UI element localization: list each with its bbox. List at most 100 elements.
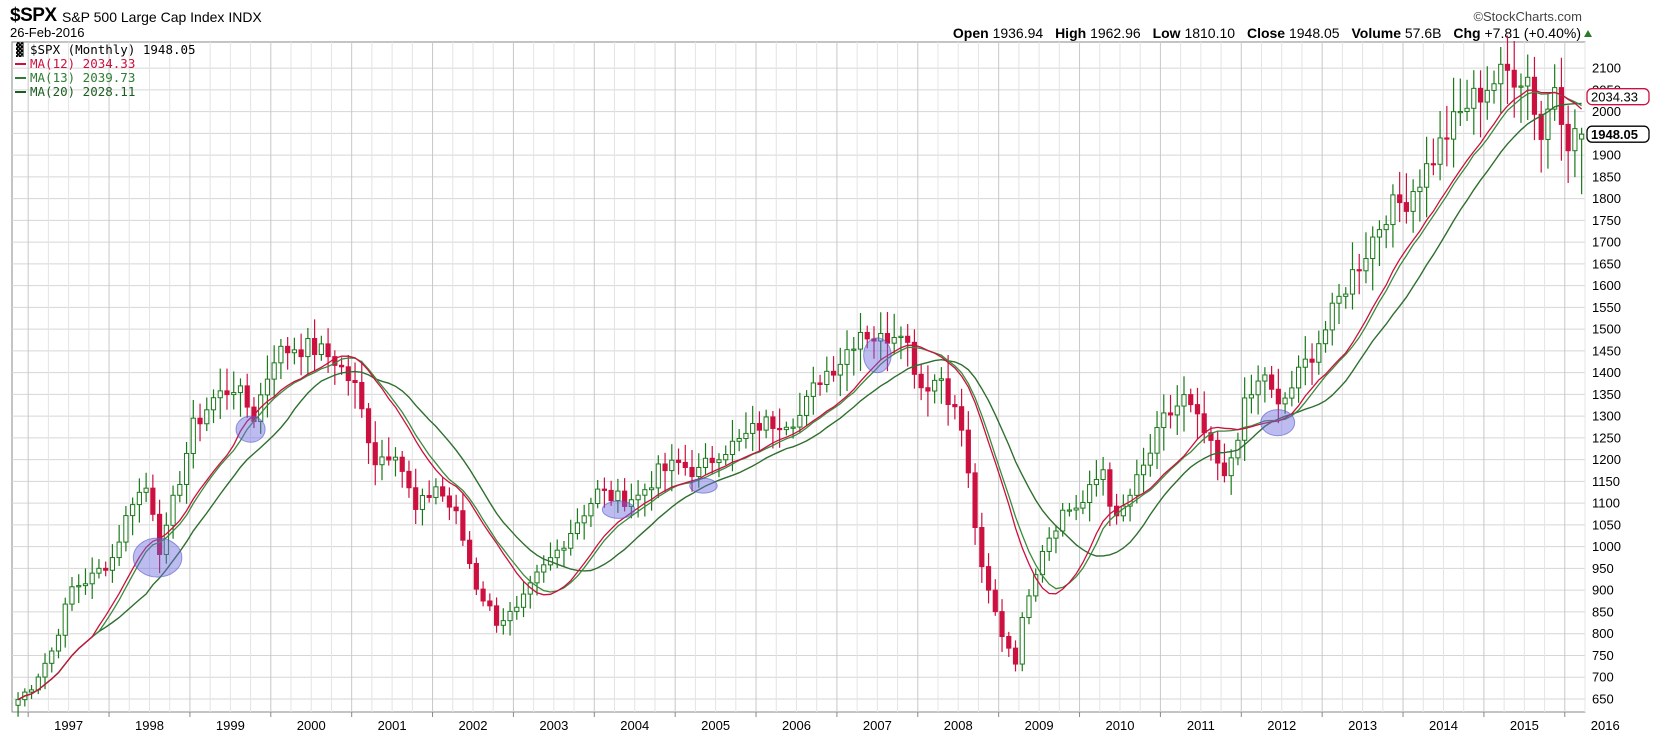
- candle-body: [675, 459, 682, 463]
- candle-body: [952, 404, 958, 408]
- candle-body: [830, 370, 837, 376]
- x-tick-label: 1998: [135, 718, 164, 733]
- candle-body: [1316, 343, 1322, 363]
- candle-body: [891, 337, 897, 344]
- candle-body: [1282, 397, 1288, 405]
- legend-entry: $SPX (Monthly) 1948.05: [30, 42, 196, 57]
- candle-body: [1107, 469, 1113, 507]
- candle-body: [588, 503, 594, 517]
- candle-body: [332, 356, 338, 366]
- close-value: 1948.05: [1288, 25, 1340, 41]
- candle-body: [541, 564, 547, 573]
- candle-body: [298, 349, 304, 358]
- x-tick-label: 2008: [944, 718, 973, 733]
- candle-body: [1525, 76, 1531, 87]
- highlight-circle: [1260, 409, 1296, 437]
- candle-body: [1450, 111, 1457, 140]
- candle-body: [28, 689, 35, 693]
- highlight-circle: [132, 537, 183, 578]
- candle-body: [1464, 107, 1470, 112]
- candle-body: [1552, 87, 1558, 110]
- price-tag-label: 2034.33: [1591, 90, 1638, 105]
- candle-body: [608, 489, 614, 502]
- candle-body: [655, 463, 661, 489]
- candle-body: [1322, 329, 1329, 345]
- legend-entry: MA(12) 2034.33: [30, 56, 135, 71]
- y-tick-label: 1000: [1592, 539, 1621, 554]
- candle-body: [338, 364, 345, 368]
- y-tick-label: 1200: [1592, 452, 1621, 467]
- candles: [15, 35, 1585, 717]
- candle-body: [1370, 236, 1376, 260]
- x-tick-label: 1999: [216, 718, 245, 733]
- y-tick-label: 950: [1592, 561, 1614, 576]
- candle-body: [817, 382, 823, 386]
- y-tick-label: 1500: [1592, 322, 1621, 337]
- candle-body: [534, 571, 540, 584]
- candle-body: [1093, 478, 1099, 486]
- y-tick-label: 1700: [1592, 235, 1621, 250]
- price-tag-box: [1586, 88, 1650, 106]
- candle-body: [1383, 224, 1389, 231]
- candle-body: [1134, 474, 1140, 496]
- up-arrow-icon: [1584, 30, 1592, 37]
- y-tick-label: 750: [1592, 648, 1614, 663]
- candle-body: [190, 417, 196, 454]
- candle-body: [1026, 595, 1032, 619]
- candle-body: [123, 515, 129, 543]
- candle-body: [709, 457, 715, 464]
- candle-body: [857, 331, 864, 350]
- change-value: +7.81 (+0.40%): [1484, 25, 1581, 41]
- candle-body: [500, 620, 506, 626]
- y-tick-label: 850: [1592, 604, 1614, 619]
- y-tick-label: 1100: [1592, 496, 1620, 511]
- candle-body: [837, 363, 843, 376]
- candle-body: [1053, 530, 1059, 539]
- candle-body: [1397, 194, 1403, 204]
- candle-body: [467, 539, 473, 565]
- candle-body: [669, 459, 675, 472]
- y-tick-label: 1400: [1592, 365, 1621, 380]
- candle-body: [938, 378, 944, 381]
- candle-body: [1039, 550, 1046, 576]
- x-tick-label: 2003: [539, 718, 568, 733]
- candle-body: [1444, 137, 1450, 140]
- candle-body: [1376, 229, 1383, 238]
- candle-body: [109, 557, 116, 571]
- candle-body: [359, 381, 365, 410]
- candle-body: [197, 417, 203, 425]
- candle-body: [183, 452, 190, 485]
- candle-body: [1531, 76, 1538, 115]
- candle-body: [1302, 358, 1308, 368]
- candle-body: [1390, 194, 1396, 226]
- candle-body: [878, 332, 884, 342]
- x-tick-label: 2009: [1025, 718, 1054, 733]
- candle-body: [69, 586, 75, 605]
- candle-body: [237, 385, 244, 394]
- candle-body: [723, 454, 729, 461]
- candle-body: [905, 335, 911, 343]
- brand-watermark[interactable]: ©StockCharts.com: [1473, 9, 1582, 24]
- candle-body: [217, 390, 223, 399]
- candle-body: [480, 588, 486, 602]
- candle-body: [1430, 163, 1436, 166]
- candle-body: [1572, 128, 1578, 152]
- candle-body: [493, 605, 500, 626]
- candle-body: [426, 495, 432, 498]
- candle-body: [365, 408, 372, 444]
- candle-body: [662, 463, 668, 472]
- candle-body: [1410, 191, 1416, 212]
- candle-body: [170, 494, 176, 526]
- candle-body: [1147, 452, 1153, 466]
- candle-body: [325, 343, 331, 358]
- symbol-title: $SPX: [10, 5, 57, 26]
- candle-body: [103, 567, 109, 571]
- y-tick-label: 1050: [1592, 517, 1621, 532]
- y-tick-label: 2100: [1592, 61, 1621, 76]
- candle-body: [143, 487, 149, 493]
- candle-body: [1349, 269, 1356, 295]
- candle-body: [716, 459, 722, 464]
- y-tick-label: 800: [1592, 626, 1614, 641]
